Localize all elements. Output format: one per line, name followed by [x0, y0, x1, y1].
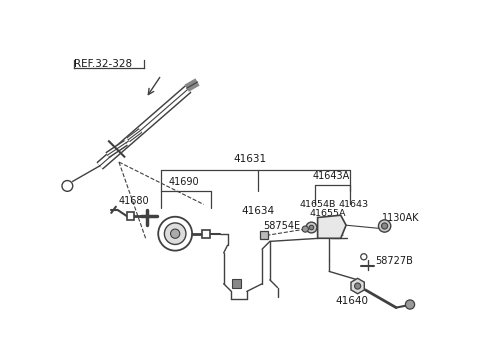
Text: 41654B: 41654B — [300, 200, 336, 209]
Circle shape — [406, 300, 415, 309]
Text: 58727B: 58727B — [375, 256, 413, 266]
Circle shape — [382, 223, 388, 229]
FancyBboxPatch shape — [202, 230, 210, 237]
Text: 41634: 41634 — [241, 205, 274, 216]
Text: 58754E: 58754E — [263, 221, 300, 231]
Circle shape — [164, 223, 186, 245]
Text: 41631: 41631 — [233, 155, 266, 164]
FancyBboxPatch shape — [260, 231, 267, 239]
Text: 41640: 41640 — [336, 297, 369, 307]
Text: 41680: 41680 — [119, 195, 150, 205]
Circle shape — [306, 222, 317, 233]
FancyBboxPatch shape — [232, 279, 241, 288]
Text: 41690: 41690 — [169, 178, 200, 188]
Circle shape — [309, 225, 314, 230]
Circle shape — [378, 220, 391, 232]
Text: 1130AK: 1130AK — [382, 213, 420, 223]
Text: 41643: 41643 — [338, 200, 369, 209]
Circle shape — [355, 283, 361, 289]
Circle shape — [170, 229, 180, 238]
Circle shape — [302, 226, 308, 232]
Polygon shape — [318, 215, 346, 238]
Text: REF.32-328: REF.32-328 — [74, 59, 132, 69]
Circle shape — [158, 217, 192, 251]
Text: 41655A: 41655A — [310, 209, 347, 218]
FancyBboxPatch shape — [127, 212, 134, 220]
Text: 41643A: 41643A — [312, 171, 349, 181]
